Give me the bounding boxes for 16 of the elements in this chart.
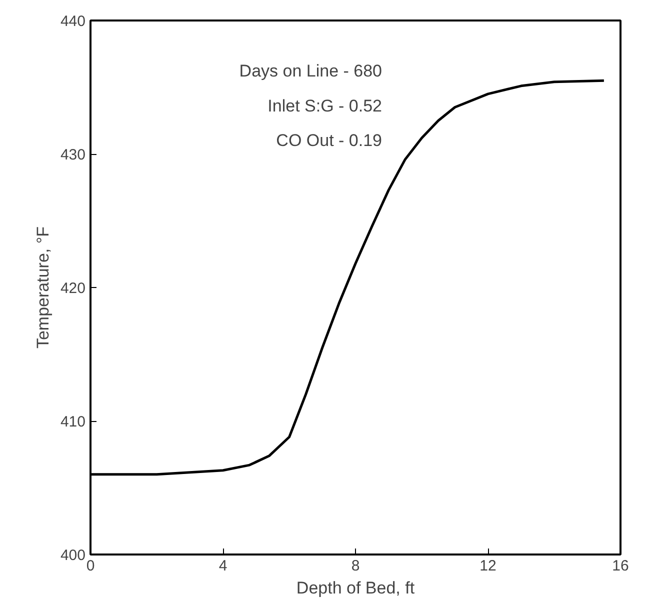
line-series (90, 79, 606, 476)
x-tick-label: 12 (480, 558, 496, 574)
annotation: CO Out - 0.19 (276, 130, 382, 150)
y-tick-label: 430 (60, 146, 86, 164)
x-tick-label: 16 (612, 558, 629, 574)
y-tick-label: 410 (60, 414, 86, 430)
x-axis-title: Depth of Bed, ft (296, 578, 415, 598)
y-axis-title: Temperature, °F (33, 226, 52, 349)
annotation: Inlet S:G - 0.52 (268, 96, 382, 116)
x-tick-label: 0 (86, 558, 95, 574)
x-tick-label: 4 (218, 558, 228, 574)
y-tick-label: 420 (60, 280, 86, 297)
annotation: Days on Line - 680 (239, 62, 382, 81)
x-tick-label: 8 (351, 558, 360, 574)
y-tick-label: 400 (60, 547, 86, 564)
y-tick-label: 440 (60, 13, 86, 30)
